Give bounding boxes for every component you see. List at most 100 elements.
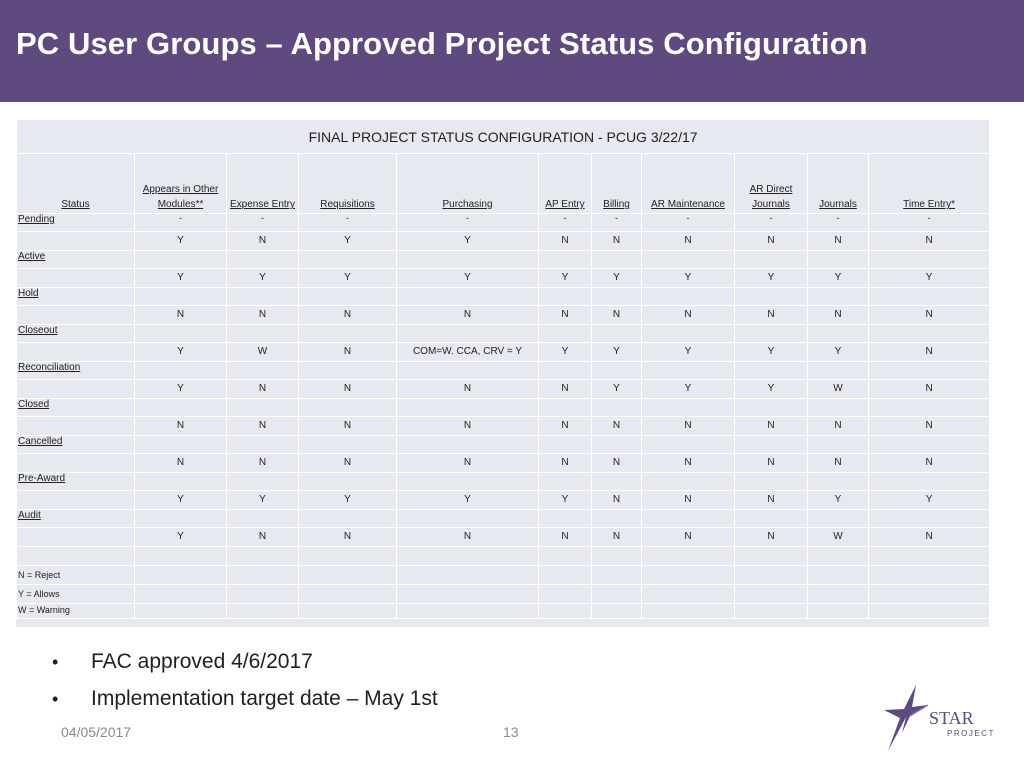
table-row: [16, 546, 991, 566]
table-cell: N: [867, 527, 991, 547]
table-cell: Y: [591, 268, 642, 288]
table-cell: [591, 250, 642, 269]
table-cell: N: [591, 416, 642, 436]
table-cell: [867, 361, 991, 380]
table-cell: N: [867, 379, 991, 399]
table-cell: Y: [298, 231, 397, 251]
table-row: N = Reject: [16, 565, 991, 585]
table-cell: [226, 584, 299, 604]
page-number: 13: [503, 724, 519, 740]
table-cell: [641, 398, 735, 417]
column-header: Requisitions: [298, 153, 397, 214]
table-cell: [867, 546, 991, 566]
table-cell: N: [591, 305, 642, 325]
table-cell: [396, 603, 539, 619]
table-cell: [734, 398, 808, 417]
table-cell: N: [591, 490, 642, 510]
table-cell: -: [591, 213, 642, 232]
table-cell: [807, 324, 869, 343]
table-cell: N: [134, 305, 227, 325]
table-cell: [16, 416, 135, 436]
bullet-text: Implementation target date – May 1st: [91, 687, 438, 710]
table-cell: N: [591, 453, 642, 473]
table-cell: [396, 472, 539, 491]
dash-mark: -: [836, 213, 840, 223]
column-header-label: Expense Entry: [229, 199, 296, 210]
table-cell: [396, 565, 539, 585]
table-cell: [396, 324, 539, 343]
table-cell: [298, 250, 397, 269]
column-header: Appears in Other Modules**: [134, 153, 227, 214]
table-cell: N: [538, 453, 592, 473]
table-cell: [134, 287, 227, 306]
table-cell: [134, 250, 227, 269]
column-header-label: AR Maintenance: [651, 199, 725, 210]
table-cell: [396, 287, 539, 306]
table-cell: Y: [538, 268, 592, 288]
table-cell: [134, 472, 227, 491]
dash-mark: -: [261, 213, 264, 223]
table-cell: [16, 268, 135, 288]
status-label: Cancelled: [18, 436, 63, 448]
table-cell: Y: [134, 527, 227, 547]
table-cell: [298, 565, 397, 585]
table-cell: [807, 584, 869, 604]
table-cell: [226, 603, 299, 619]
table-cell: N: [226, 416, 299, 436]
legend-entry: Y = Allows: [16, 584, 135, 604]
table-cell: [134, 546, 227, 566]
table-cell: Y: [134, 231, 227, 251]
table-cell: [734, 546, 808, 566]
table-cell: [538, 287, 592, 306]
table-cell: N: [396, 527, 539, 547]
table-cell: N: [641, 453, 735, 473]
table-cell: [591, 287, 642, 306]
star-project-logo: [884, 685, 929, 751]
slide-title: PC User Groups – Approved Project Status…: [16, 26, 868, 61]
table-cell: -: [807, 213, 869, 232]
table-cell: N: [538, 379, 592, 399]
table-cell: [867, 287, 991, 306]
table-cell: [591, 546, 642, 566]
table-cell: [807, 509, 869, 528]
table-cell: [734, 472, 808, 491]
table-cell: [396, 584, 539, 604]
table-cell: W: [807, 527, 869, 547]
table-cell: N: [591, 527, 642, 547]
table-cell: N: [734, 231, 808, 251]
column-header-label: Time Entry*: [903, 199, 955, 210]
table-cell: Y: [867, 268, 991, 288]
status-label: Active: [18, 251, 46, 263]
table-cell: [641, 584, 735, 604]
dash-mark: -: [346, 213, 349, 223]
table-cell: N: [538, 416, 592, 436]
table-cell: [16, 305, 135, 325]
column-header-label: Requisitions: [320, 199, 375, 210]
table-cell: [807, 546, 869, 566]
logo-wordmark: STAR: [929, 708, 974, 728]
table-cell: [538, 361, 592, 380]
table-cell: [734, 565, 808, 585]
column-header: Journals: [807, 153, 869, 214]
table-cell: N: [807, 453, 869, 473]
table-cell: [867, 565, 991, 585]
table-cell: Y: [538, 490, 592, 510]
table-cell: [591, 603, 642, 619]
table-cell: Y: [867, 490, 991, 510]
column-header: Status: [16, 153, 135, 214]
table-cell: [298, 361, 397, 380]
table-cell: [867, 398, 991, 417]
table-cell: [134, 361, 227, 380]
table-row: Closeout: [16, 324, 991, 343]
star-logo-icon: [884, 685, 928, 751]
table-cell: [298, 435, 397, 454]
table-cell: [591, 361, 642, 380]
column-header: AR Maintenance: [641, 153, 735, 214]
table-cell: [734, 287, 808, 306]
table-cell: Y: [396, 490, 539, 510]
table-cell: [226, 250, 299, 269]
table-cell: -: [538, 213, 592, 232]
